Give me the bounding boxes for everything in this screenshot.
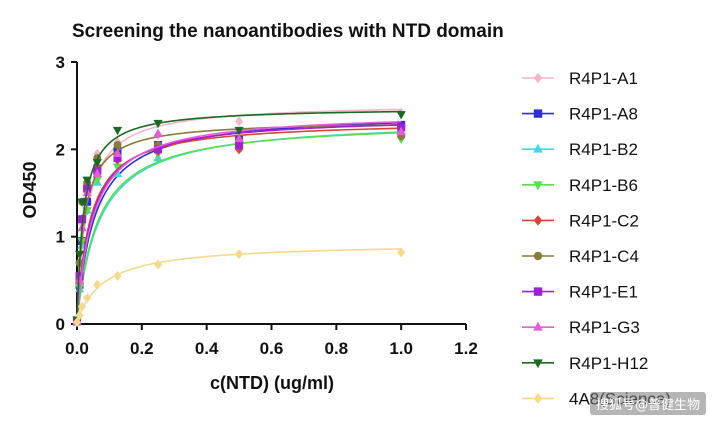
- series-4a8-science-: [72, 247, 406, 328]
- x-axis-label: c(NTD) (ug/ml): [210, 373, 334, 393]
- data-point: [72, 317, 82, 328]
- legend-item: R4P1-A8: [522, 105, 638, 124]
- series-r4p1-b6: [72, 131, 406, 327]
- x-tick-label: 0.6: [260, 339, 284, 358]
- data-point: [234, 133, 244, 143]
- y-tick-label: 2: [56, 140, 65, 159]
- legend-swatch-marker: [533, 72, 543, 84]
- legend-label: R4P1-B6: [569, 176, 638, 195]
- legend-swatch-marker: [533, 251, 543, 261]
- data-point: [235, 140, 244, 149]
- x-tick-label: 1.0: [389, 339, 413, 358]
- data-point: [153, 119, 163, 129]
- data-point: [74, 250, 85, 260]
- data-point: [234, 116, 244, 127]
- data-point: [112, 126, 123, 136]
- legend-item: R4P1-G3: [522, 318, 640, 337]
- watermark: 搜狐号@普健生物: [589, 392, 706, 415]
- fit-curve: [76, 131, 402, 322]
- legend-swatch-marker: [533, 143, 543, 153]
- fit-curve: [76, 248, 402, 322]
- data-point: [77, 198, 87, 207]
- legend-swatch-marker: [533, 359, 543, 369]
- x-tick-label: 0.8: [325, 339, 349, 358]
- legend-swatch-marker: [533, 109, 543, 118]
- data-point: [153, 128, 163, 137]
- legend-item: R4P1-E1: [522, 283, 638, 302]
- data-point: [153, 259, 163, 270]
- legend-swatch-marker: [533, 321, 543, 331]
- legend-swatch-marker: [533, 393, 543, 404]
- data-point: [113, 140, 122, 149]
- data-point: [154, 145, 163, 154]
- x-tick-label: 0.0: [65, 339, 89, 358]
- data-point: [396, 126, 406, 136]
- data-point: [234, 249, 244, 260]
- y-axis-label: OD450: [20, 161, 40, 218]
- data-point: [396, 111, 406, 120]
- legend-label: R4P1-A1: [569, 69, 638, 88]
- data-point: [93, 279, 102, 290]
- x-tick-label: 0.2: [130, 339, 154, 358]
- chart-title: Screening the nanoantibodies with NTD do…: [72, 21, 504, 42]
- x-tick-label: 0.4: [195, 339, 219, 358]
- legend-swatch-marker: [533, 181, 543, 191]
- fit-curve: [76, 124, 402, 322]
- legend-item: R4P1-B2: [522, 140, 638, 159]
- data-point: [92, 159, 102, 168]
- legend: R4P1-A1 R4P1-A8 R4P1-B2 R4P1-B6 R4P1-C2 R4P1-…: [522, 69, 671, 408]
- legend-item: R4P1-C2: [522, 211, 639, 230]
- data-point: [112, 148, 123, 157]
- data-point: [92, 168, 102, 178]
- legend-label: R4P1-G3: [569, 318, 640, 337]
- data-point: [397, 247, 406, 258]
- legend-label: R4P1-B2: [569, 140, 638, 159]
- series-r4p1-c4: [73, 124, 406, 325]
- fit-curve: [76, 120, 402, 322]
- fit-curve: [76, 124, 402, 322]
- legend-swatch-marker: [533, 287, 543, 296]
- fit-curve: [76, 127, 402, 322]
- data-point: [74, 275, 85, 284]
- data-point: [75, 310, 84, 321]
- y-ticks: 0 1 2 3: [56, 53, 77, 334]
- fit-curve: [76, 108, 402, 322]
- data-point: [82, 176, 92, 186]
- x-tick-label: 1.2: [454, 339, 478, 358]
- series-r4p1-b2: [72, 126, 406, 325]
- data-point: [234, 126, 244, 136]
- series-layer: [72, 107, 406, 328]
- data-point: [113, 271, 122, 281]
- x-ticks: 0.0 0.2 0.4 0.6 0.8 1.0 1.2: [65, 324, 478, 358]
- fit-curve: [76, 131, 402, 322]
- data-point: [83, 292, 92, 303]
- legend-swatch-marker: [533, 215, 543, 226]
- legend-label: R4P1-C2: [569, 211, 639, 230]
- legend-item: R4P1-B6: [522, 176, 638, 195]
- series-r4p1-c2: [72, 127, 406, 326]
- legend-item: R4P1-A1: [522, 69, 638, 88]
- legend-item: R4P1-C4: [522, 247, 639, 266]
- legend-label: R4P1-E1: [569, 283, 638, 302]
- y-tick-label: 0: [56, 315, 65, 334]
- data-point: [77, 301, 87, 312]
- legend-label: R4P1-H12: [569, 354, 648, 373]
- y-tick-label: 1: [56, 228, 65, 247]
- legend-item: R4P1-H12: [522, 354, 648, 373]
- legend-label: R4P1-A8: [569, 105, 638, 124]
- fit-curve: [76, 110, 402, 322]
- y-tick-label: 3: [56, 53, 65, 72]
- legend-label: R4P1-C4: [569, 247, 639, 266]
